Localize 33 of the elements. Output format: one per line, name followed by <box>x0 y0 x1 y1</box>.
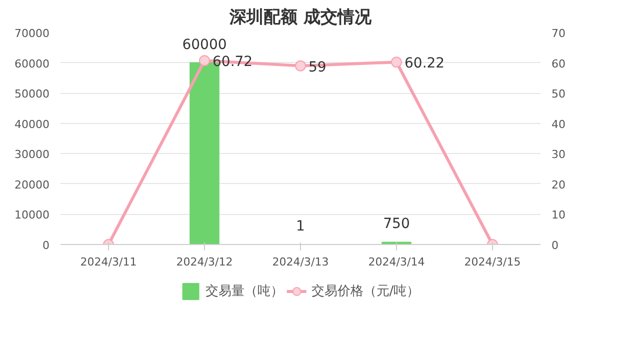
data-label: 60000 <box>182 36 227 53</box>
data-label: 59 <box>308 59 326 76</box>
data-label: 1 <box>296 218 305 234</box>
y2-tick-label: 50 <box>552 88 566 101</box>
point <box>199 55 210 66</box>
x-tick-label: 2024/3/15 <box>464 256 521 268</box>
legend-label: 交易价格（元/吨） <box>311 283 420 300</box>
y2-tick-label: 20 <box>552 178 566 192</box>
y-tick-label: 50000 <box>14 88 50 101</box>
y-tick-label: 0 <box>42 239 50 252</box>
point <box>295 60 306 72</box>
y2-tick-label: 0 <box>552 239 558 252</box>
legend-label: 交易量（吨） <box>205 283 284 300</box>
x-tick-label: 2024/3/13 <box>272 256 329 268</box>
point <box>391 56 402 68</box>
y2-tick-label: 60 <box>552 57 566 70</box>
y2-tick-label: 70 <box>552 27 566 40</box>
x-tick-label: 2024/3/11 <box>80 256 137 268</box>
y2-tick-label: 10 <box>552 208 566 222</box>
y2-tick-label: 40 <box>552 118 566 131</box>
y-tick-label: 60000 <box>14 57 50 70</box>
x-tick-label: 2024/3/12 <box>176 256 233 268</box>
y-tick-label: 20000 <box>14 178 50 192</box>
data-label: 750 <box>383 216 410 232</box>
y-tick-label: 40000 <box>14 118 50 131</box>
data-label: 60.72 <box>212 54 253 70</box>
y-tick-label: 30000 <box>14 148 50 162</box>
data-label: 60.22 <box>404 56 445 72</box>
y2-tick-label: 30 <box>552 148 566 162</box>
y-tick-label: 70000 <box>14 27 50 40</box>
y-tick-label: 10000 <box>14 208 50 222</box>
chart-title: 深圳配额 成交情况 <box>228 8 372 28</box>
x-tick-label: 2024/3/14 <box>368 256 425 268</box>
